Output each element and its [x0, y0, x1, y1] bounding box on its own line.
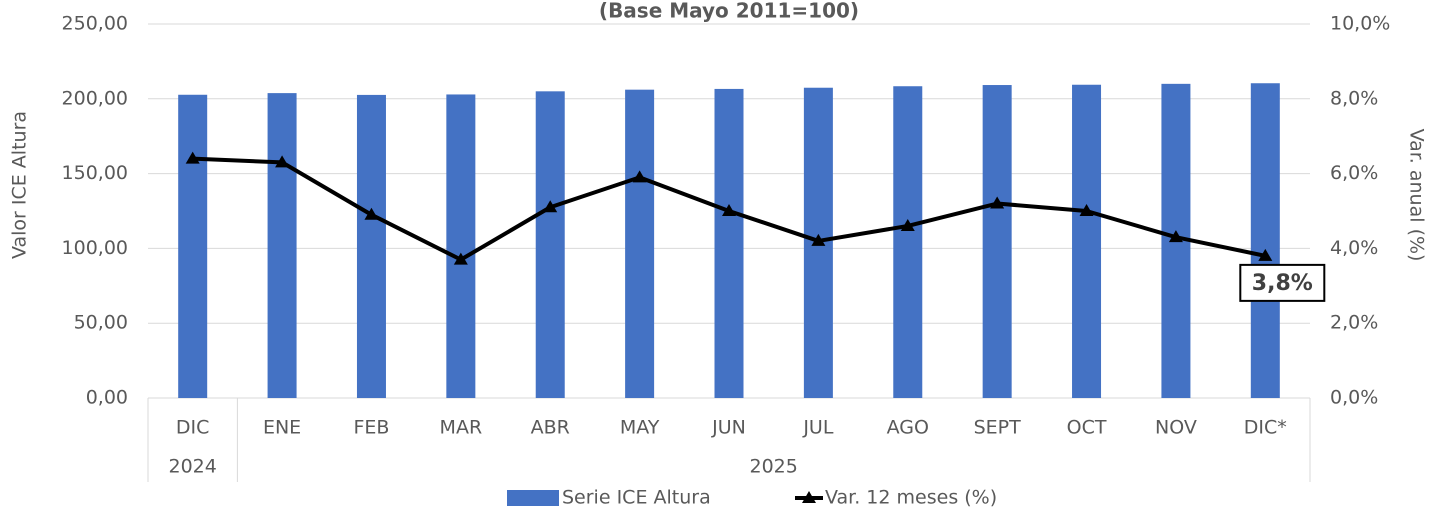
line-marker [453, 252, 468, 265]
y-axis-label: Valor ICE Altura [9, 111, 31, 259]
bar [714, 88, 744, 399]
line-marker [1079, 204, 1094, 216]
legend-swatch [507, 490, 559, 506]
x-tick-label: ABR [531, 417, 570, 439]
line-marker [185, 151, 200, 164]
year-label: 2024 [169, 456, 217, 478]
bar [625, 89, 655, 398]
y-tick-label: 0,00 [86, 387, 128, 409]
line-marker [1258, 248, 1273, 261]
y2-tick-label: 2,0% [1330, 312, 1378, 334]
y2-axis-label: Var. anual (%) [1406, 129, 1428, 262]
bar [446, 94, 476, 398]
line-marker [543, 200, 558, 213]
y-tick-label: 200,00 [62, 87, 128, 109]
y2-tick-label: 4,0% [1330, 237, 1378, 259]
x-tick-label: JUL [802, 417, 834, 439]
bar [1250, 83, 1280, 398]
annotation-box [1239, 263, 1326, 302]
x-tick-label: JUN [711, 417, 746, 439]
x-tick-label: NOV [1155, 417, 1197, 439]
bar [267, 93, 297, 398]
line-marker [1168, 230, 1183, 243]
bar [893, 86, 923, 399]
line-marker [364, 207, 379, 220]
x-tick-label: OCT [1067, 417, 1107, 439]
year-label: 2025 [750, 456, 798, 478]
y-tick-label: 100,00 [62, 237, 128, 259]
line-marker [632, 170, 647, 183]
x-tick-label: MAY [620, 417, 660, 439]
line-marker [990, 196, 1005, 209]
bar [356, 94, 386, 398]
bar [982, 85, 1012, 398]
line-marker [275, 155, 290, 168]
line-marker [811, 233, 826, 246]
y2-tick-label: 0,0% [1330, 387, 1378, 409]
bar [1072, 84, 1102, 398]
x-tick-label: SEPT [974, 417, 1022, 439]
bar [535, 91, 565, 398]
x-tick-label: MAR [440, 417, 483, 439]
line-marker [900, 218, 915, 231]
chart-title: (Base Mayo 2011=100) [599, 0, 859, 23]
y-tick-label: 250,00 [62, 13, 128, 35]
y2-tick-label: 6,0% [1330, 162, 1378, 184]
y-tick-label: 150,00 [62, 162, 128, 184]
y-tick-label: 50,00 [74, 312, 128, 334]
x-tick-label: ENE [263, 417, 301, 439]
y2-tick-label: 8,0% [1330, 87, 1378, 109]
legend-label: Var. 12 meses (%) [825, 487, 997, 509]
y2-tick-label: 10,0% [1330, 13, 1390, 35]
x-tick-label: DIC [176, 417, 210, 439]
x-tick-label: DIC* [1244, 417, 1287, 439]
annotation: 3,8% [1252, 271, 1313, 296]
legend-label: Serie ICE Altura [562, 487, 711, 509]
x-tick-label: AGO [887, 417, 929, 439]
bar [178, 94, 208, 398]
legend-marker [802, 491, 816, 503]
line-marker [722, 204, 736, 216]
x-tick-label: FEB [353, 417, 389, 439]
